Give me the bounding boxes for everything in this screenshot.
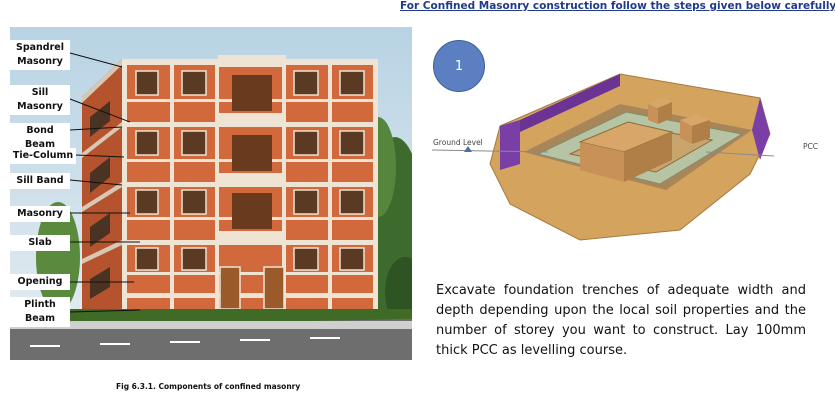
step-description: Excavate foundation trenches of adequate…	[436, 283, 806, 358]
building-photo: Spandrel Masonry Sill Masonry Bond Beam …	[10, 27, 412, 360]
label-slab: Slab	[10, 235, 70, 251]
step-number-badge: 1	[433, 40, 485, 92]
label-plinth-beam: Plinth Beam	[10, 297, 70, 327]
building-illustration	[10, 27, 412, 360]
label-tie-column: Tie-Column	[10, 148, 76, 164]
label-sill-masonry: Sill Masonry	[10, 85, 70, 115]
foundation-diagram	[430, 34, 802, 246]
figure-caption: Fig 6.3.1. Components of confined masonr…	[116, 382, 301, 391]
ground-level-label: Ground Level	[433, 138, 483, 147]
pcc-label: PCC	[803, 142, 818, 151]
label-spandrel-masonry: Spandrel Masonry	[10, 40, 70, 70]
label-masonry: Masonry	[10, 206, 70, 222]
label-sill-band: Sill Band	[10, 173, 70, 189]
trench-illustration	[431, 73, 775, 241]
page-heading: For Confined Masonry construction follow…	[400, 0, 835, 12]
label-opening: Opening	[10, 274, 70, 290]
